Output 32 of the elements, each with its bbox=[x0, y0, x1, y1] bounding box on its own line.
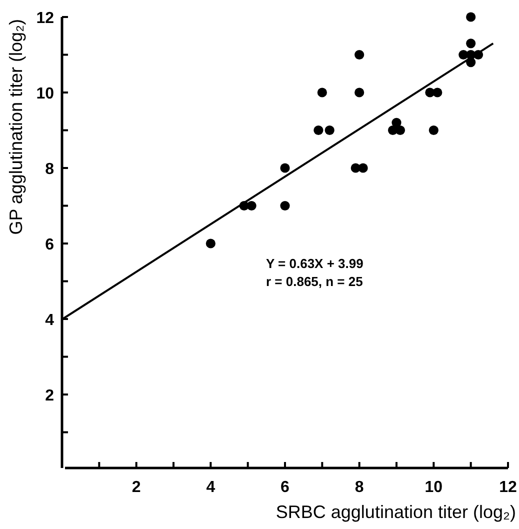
x-tick-label: 4 bbox=[206, 479, 216, 496]
point bbox=[466, 12, 476, 22]
point bbox=[432, 88, 442, 98]
x-tick-label: 6 bbox=[280, 479, 290, 496]
y-tick-label: 8 bbox=[45, 161, 54, 178]
annotation: r = 0.865, n = 25 bbox=[266, 274, 363, 289]
x-tick-label: 2 bbox=[132, 479, 141, 496]
point bbox=[358, 163, 368, 173]
y-axis-title: GP agglutination titer (log₂) bbox=[6, 19, 26, 235]
point bbox=[246, 200, 256, 211]
point bbox=[206, 238, 216, 248]
point bbox=[324, 125, 334, 136]
point bbox=[317, 88, 327, 98]
point bbox=[428, 125, 438, 136]
point bbox=[395, 125, 406, 136]
point bbox=[354, 88, 364, 98]
point bbox=[392, 118, 402, 128]
y-tick-label: 6 bbox=[45, 236, 54, 254]
x-tick-label: 12 bbox=[499, 479, 517, 496]
x-tick-label: 8 bbox=[354, 479, 364, 496]
point bbox=[314, 125, 324, 136]
annotation: Y = 0.63X + 3.99 bbox=[266, 256, 364, 271]
x-axis-title: SRBC agglutination titer (log₂) bbox=[276, 502, 516, 522]
point bbox=[280, 200, 290, 211]
y-tick-label: 4 bbox=[45, 312, 54, 329]
point bbox=[280, 163, 290, 173]
point bbox=[354, 50, 364, 60]
y-tick-label: 12 bbox=[36, 10, 54, 27]
y-tick-label: 2 bbox=[45, 388, 54, 404]
y-tick-label: 10 bbox=[36, 86, 54, 102]
point bbox=[466, 38, 476, 48]
x-tick-label: 10 bbox=[424, 479, 443, 496]
